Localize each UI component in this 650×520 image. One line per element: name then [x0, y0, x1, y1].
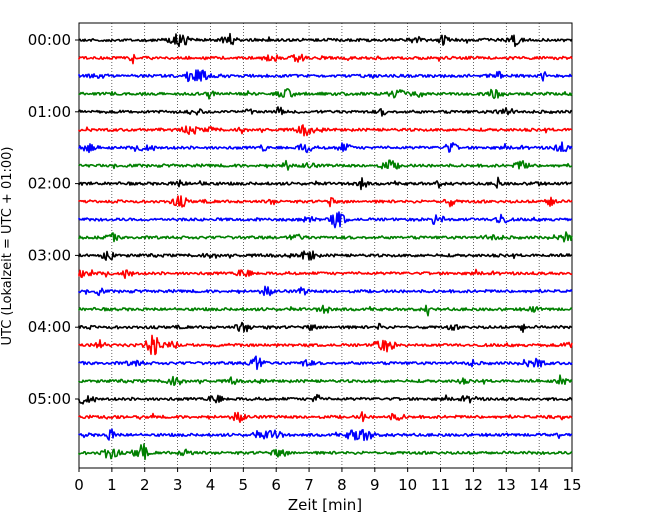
x-tick-label: 0: [74, 476, 84, 494]
x-axis-label: Zeit [min]: [288, 496, 362, 514]
trace-line: [78, 32, 573, 48]
x-tick-label: 5: [239, 476, 249, 494]
y-tick-label: 05:00: [28, 390, 71, 408]
x-tick-label: 1: [107, 476, 117, 494]
trace-line: [78, 321, 573, 333]
x-tick-label: 11: [431, 476, 450, 494]
x-tick-label: 6: [271, 476, 281, 494]
trace-line: [78, 334, 573, 356]
plot-frame: [78, 22, 573, 469]
x-tick-label: 7: [304, 476, 314, 494]
x-tick-label: 4: [206, 476, 216, 494]
trace-line: [78, 231, 573, 243]
trace-line: [78, 355, 573, 371]
y-tick-label: 04:00: [28, 318, 71, 336]
trace-line: [78, 304, 573, 317]
trace-line: [78, 124, 573, 137]
trace-line: [78, 69, 573, 83]
x-tick-label: 2: [140, 476, 150, 494]
x-tick-label: 10: [398, 476, 417, 494]
trace-line: [78, 374, 573, 387]
y-tick-label: 00:00: [28, 31, 71, 49]
x-tick-label: 3: [173, 476, 183, 494]
trace-line: [78, 176, 573, 191]
trace-line: [78, 250, 573, 261]
x-tick-label: 8: [337, 476, 347, 494]
trace-line: [78, 443, 573, 461]
trace-line: [78, 195, 573, 208]
y-tick-label: 01:00: [28, 103, 71, 121]
y-tick-label: 03:00: [28, 246, 71, 264]
trace-line: [78, 106, 573, 117]
y-axis-label: UTC (Lokalzeit = UTC + 01:00): [0, 147, 15, 346]
trace-line: [78, 285, 573, 297]
trace-line: [78, 88, 573, 100]
x-tick-label: 14: [530, 476, 549, 494]
traces: [78, 32, 573, 461]
y-axis-ticks: 00:00 01:00 02:00 03:00 04:00 05:00: [28, 31, 79, 408]
trace-line: [78, 393, 573, 405]
x-tick-label: 13: [497, 476, 516, 494]
x-tick-label: 12: [464, 476, 483, 494]
trace-line: [78, 428, 573, 442]
trace-line: [78, 159, 573, 171]
y-tick-label: 02:00: [28, 175, 71, 193]
trace-line: [78, 211, 573, 229]
x-tick-label: 15: [562, 476, 581, 494]
trace-line: [78, 53, 573, 65]
x-axis-ticks: 0 1 2 3 4 5 6 7 8 9 10 11 12 13 14 15: [74, 468, 582, 494]
x-tick-label: 9: [370, 476, 380, 494]
trace-line: [78, 411, 573, 424]
trace-line: [78, 141, 573, 154]
grid-lines: [111, 23, 540, 468]
trace-line: [78, 268, 573, 280]
